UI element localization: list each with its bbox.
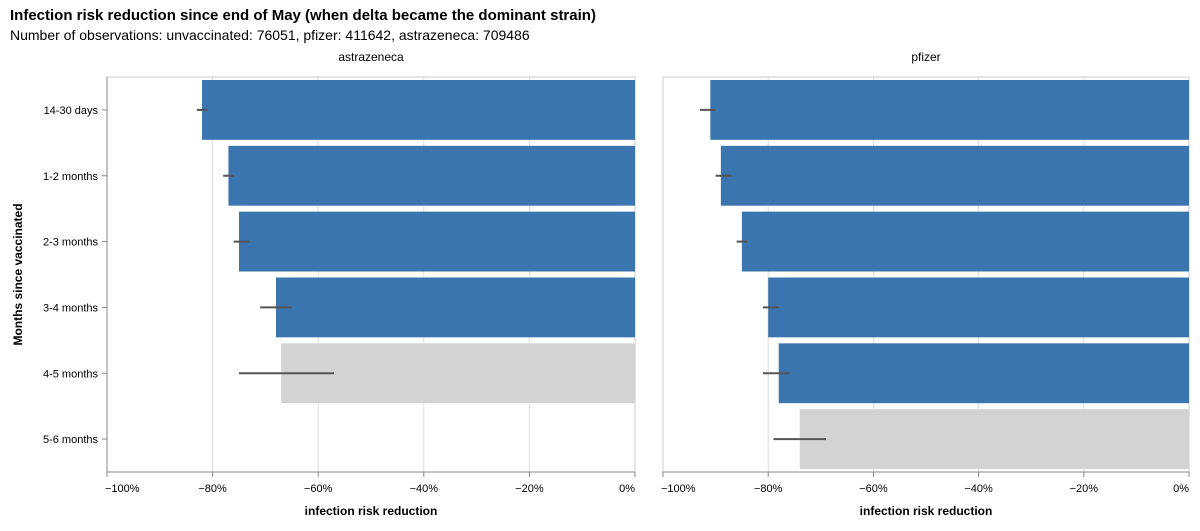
astrazeneca-x-tick-label: −60%: [304, 483, 333, 495]
y-axis-title: Months since vaccinated: [11, 203, 25, 345]
pfizer-panel-title: pfizer: [911, 50, 940, 64]
y-tick-label: 14-30 days: [44, 105, 99, 117]
astrazeneca-x-tick-label: −20%: [515, 483, 544, 495]
chart-title: Infection risk reduction since end of Ma…: [10, 7, 596, 24]
y-tick-label: 2-3 months: [43, 237, 99, 249]
pfizer-bar: [741, 211, 1189, 272]
astrazeneca-x-tick-label: −100%: [105, 483, 140, 495]
pfizer-x-tick-label: −100%: [661, 483, 696, 495]
y-tick-label: 1-2 months: [43, 171, 99, 183]
pfizer-x-tick-label: −40%: [964, 483, 993, 495]
astrazeneca-x-tick-label: 0%: [619, 483, 635, 495]
astrazeneca-panel-title: astrazeneca: [338, 50, 404, 64]
astrazeneca-bar: [281, 343, 635, 404]
y-tick-label: 5-6 months: [43, 434, 99, 446]
astrazeneca-x-tick-label: −40%: [410, 483, 439, 495]
pfizer-x-axis-title: infection risk reduction: [860, 504, 993, 518]
pfizer-x-tick-label: 0%: [1173, 483, 1189, 495]
pfizer-x-tick-label: −60%: [859, 483, 888, 495]
y-tick-label: 4-5 months: [43, 368, 99, 380]
astrazeneca-bar: [275, 277, 635, 338]
astrazeneca-bar: [202, 80, 636, 140]
astrazeneca-x-axis-title: infection risk reduction: [305, 504, 438, 518]
pfizer-x-tick-label: −80%: [754, 483, 783, 495]
pfizer-bar: [778, 343, 1189, 404]
pfizer-x-tick-label: −20%: [1070, 483, 1099, 495]
astrazeneca-x-tick-label: −80%: [198, 483, 227, 495]
astrazeneca-bar: [228, 145, 635, 206]
pfizer-bar: [768, 277, 1189, 338]
pfizer-bar: [799, 409, 1189, 469]
chart-subtitle: Number of observations: unvaccinated: 76…: [10, 27, 530, 43]
pfizer-bar: [720, 145, 1189, 206]
astrazeneca-bar: [239, 211, 635, 272]
y-tick-label: 3-4 months: [43, 302, 99, 314]
pfizer-bar: [710, 80, 1189, 140]
